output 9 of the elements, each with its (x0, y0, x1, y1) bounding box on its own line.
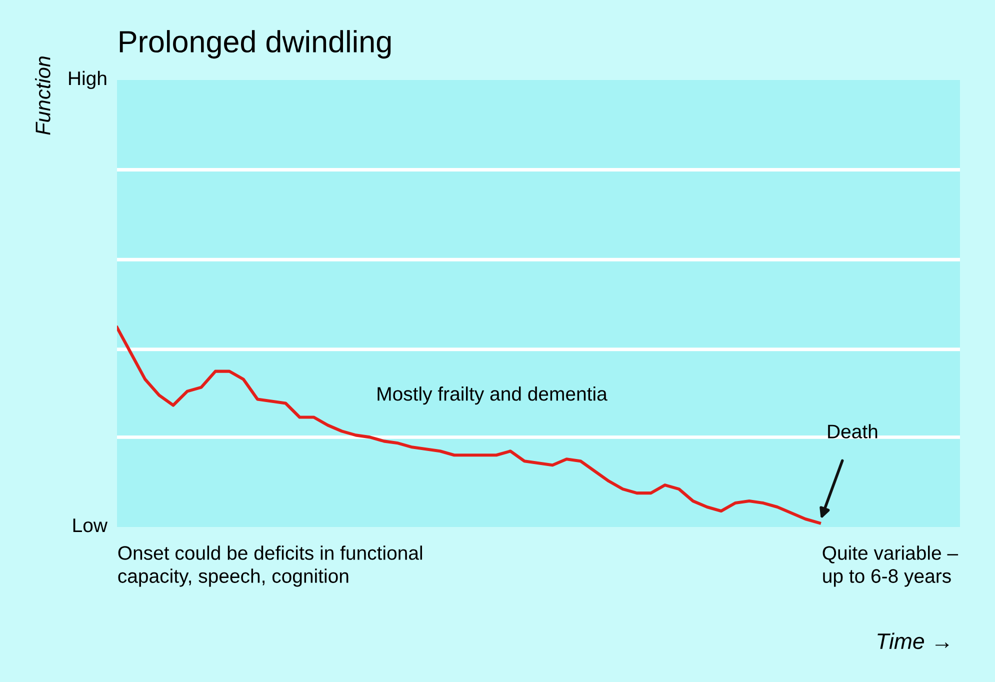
chart-title: Prolonged dwindling (120, 30, 391, 59)
annotation: Mostly frailty and dementia (378, 386, 608, 405)
x-axis-title: Time → (878, 632, 949, 650)
annotation: Death (828, 424, 878, 438)
text: Onset could be deficits in functional capacity, speech, cognition (118, 546, 422, 587)
text: Quite variable – up to 6-8 years (822, 546, 958, 587)
text: Function (35, 56, 50, 135)
text: Low (73, 518, 108, 532)
text: High (69, 70, 106, 90)
